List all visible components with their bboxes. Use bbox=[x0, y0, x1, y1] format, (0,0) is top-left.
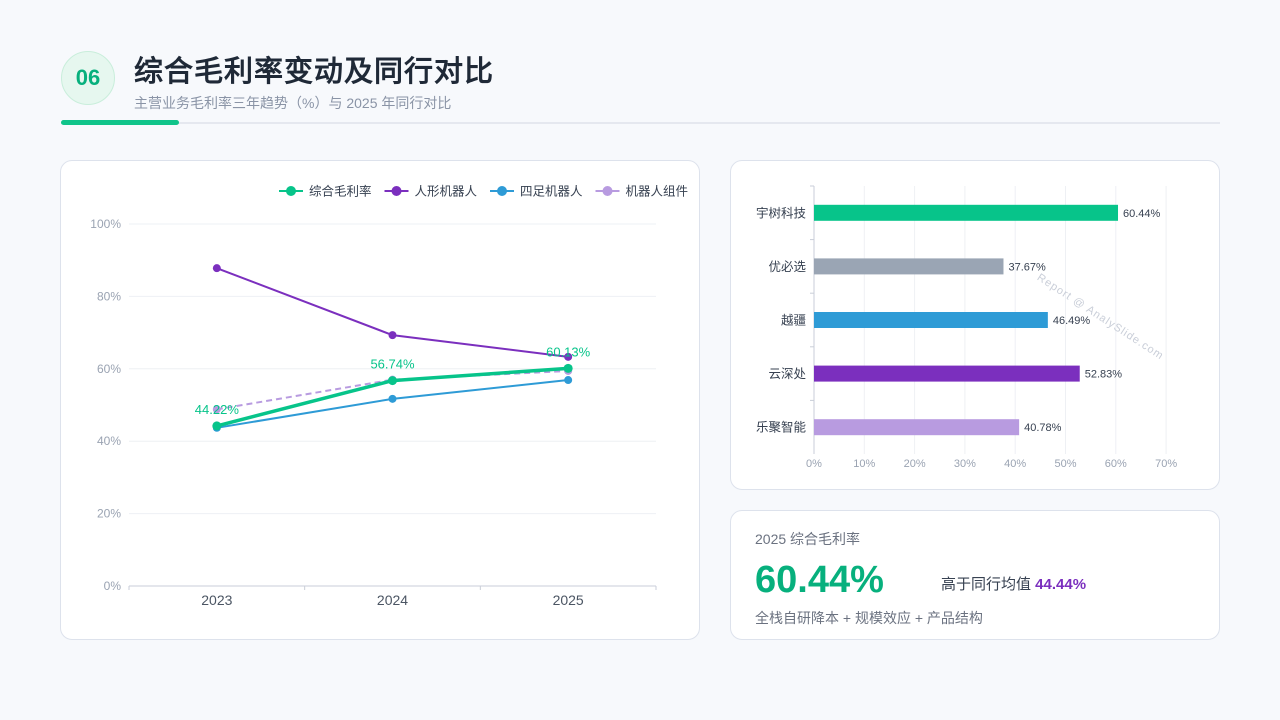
y-tick-label: 越疆 bbox=[781, 314, 806, 328]
data-point bbox=[212, 421, 222, 431]
data-point bbox=[564, 376, 573, 385]
bar-chart-card: 0% 10% 20% 30% 40% 50% 60% 70% 宇树科技 60.44% 优必选 37.6… bbox=[730, 160, 1220, 490]
stat-card: 2025 综合毛利率 60.44% 高于同行均值 44.44% 全栈自研降本 +… bbox=[730, 510, 1220, 640]
data-point bbox=[564, 352, 573, 361]
stat-note: 全栈自研降本 + 规模效应 + 产品结构 bbox=[755, 610, 983, 626]
legend-swatch-marker bbox=[391, 186, 402, 196]
x-tick-label: 2024 bbox=[377, 592, 408, 608]
data-point bbox=[563, 363, 573, 373]
legend-label: 四足机器人 bbox=[520, 185, 583, 199]
stat-compare-text: 高于同行均值 bbox=[941, 576, 1036, 593]
y-tick-label: 优必选 bbox=[768, 260, 806, 274]
data-label: 40.78% bbox=[1024, 422, 1062, 434]
y-tick-label: 40% bbox=[97, 434, 121, 448]
section-number-badge: 06 bbox=[61, 51, 115, 105]
page-title: 综合毛利率变动及同行对比 bbox=[134, 56, 495, 88]
x-tick-label: 40% bbox=[1004, 458, 1026, 470]
bar bbox=[814, 419, 1020, 436]
data-label: 60.13% bbox=[546, 344, 591, 359]
header-divider-accent bbox=[61, 120, 179, 125]
x-tick-label: 0% bbox=[806, 458, 822, 470]
page-subtitle: 主营业务毛利率三年趋势（%）与 2025 年同行对比 bbox=[134, 95, 452, 111]
y-tick-label: 60% bbox=[97, 362, 121, 376]
legend-label: 人形机器人 bbox=[415, 185, 478, 199]
x-tick-label: 2025 bbox=[553, 592, 584, 608]
data-label: 60.44% bbox=[1123, 208, 1161, 220]
data-label: 37.67% bbox=[1008, 261, 1046, 273]
stat-value: 60.44% bbox=[755, 559, 884, 601]
bar bbox=[814, 365, 1080, 382]
data-point bbox=[388, 331, 397, 340]
series-line-2 bbox=[216, 267, 569, 358]
bar bbox=[814, 204, 1119, 221]
data-label: 56.74% bbox=[370, 357, 415, 372]
bar bbox=[814, 312, 1048, 328]
data-label: 46.49% bbox=[1053, 315, 1091, 327]
x-tick-label: 2023 bbox=[201, 592, 232, 608]
x-tick-label: 70% bbox=[1155, 458, 1177, 470]
data-label: 52.83% bbox=[1085, 369, 1123, 381]
data-label: 44.22% bbox=[195, 402, 240, 417]
y-tick-label: 乐聚智能 bbox=[756, 420, 807, 435]
stat-label: 2025 综合毛利率 bbox=[755, 531, 861, 547]
y-tick-label: 20% bbox=[97, 507, 121, 521]
line-chart-card: 0% 20% 40% 60% 80% 100% 2023 2024 2025 44.22% 56.7… bbox=[60, 160, 700, 640]
y-tick-label: 宇树科技 bbox=[756, 205, 807, 220]
section-number: 06 bbox=[75, 65, 101, 90]
data-point bbox=[388, 394, 397, 403]
data-point bbox=[212, 264, 221, 273]
data-point bbox=[212, 405, 221, 414]
header-divider bbox=[61, 122, 1220, 124]
data-point bbox=[388, 376, 397, 386]
x-tick-label: 10% bbox=[853, 458, 875, 470]
legend-label: 综合毛利率 bbox=[309, 184, 372, 199]
x-tick-label: 60% bbox=[1105, 458, 1127, 470]
x-tick-label: 20% bbox=[904, 458, 926, 470]
line-chart: 0% 20% 40% 60% 80% 100% 2023 2024 2025 44.22% 56.7… bbox=[90, 184, 689, 609]
stat-peer-average: 44.44% bbox=[1035, 576, 1087, 593]
legend-swatch-marker bbox=[602, 186, 613, 196]
stat-compare: 高于同行均值 44.44% bbox=[941, 573, 1086, 594]
y-tick-label: 云深处 bbox=[768, 367, 806, 381]
y-tick-label: 80% bbox=[97, 289, 121, 303]
x-tick-label: 50% bbox=[1054, 458, 1076, 470]
legend-label: 机器人组件 bbox=[626, 185, 689, 199]
legend-swatch-marker bbox=[497, 186, 507, 196]
bar-chart: 0% 10% 20% 30% 40% 50% 60% 70% 宇树科技 60.44% 优必选 37.6… bbox=[756, 185, 1177, 470]
series-line-3 bbox=[216, 379, 569, 429]
y-tick-label: 0% bbox=[104, 579, 122, 593]
bar bbox=[814, 258, 1004, 275]
x-tick-label: 30% bbox=[954, 458, 976, 470]
y-tick-label: 100% bbox=[90, 217, 121, 231]
legend-swatch-marker bbox=[286, 186, 296, 196]
